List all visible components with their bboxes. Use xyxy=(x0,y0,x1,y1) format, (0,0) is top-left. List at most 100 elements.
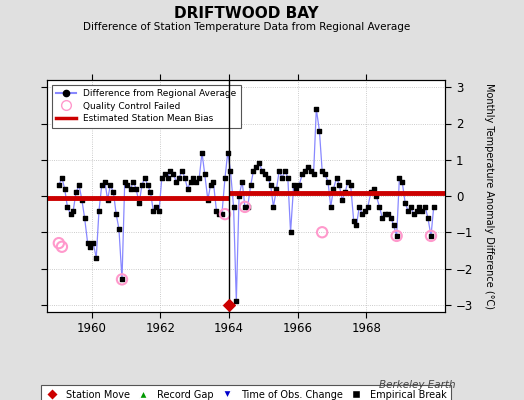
Point xyxy=(187,178,195,185)
Point xyxy=(54,182,63,188)
Point xyxy=(358,211,366,217)
Point xyxy=(255,160,264,166)
Point xyxy=(181,175,189,181)
Point xyxy=(384,211,392,217)
Point xyxy=(315,128,324,134)
Point xyxy=(123,182,132,188)
Point xyxy=(78,196,86,203)
Point xyxy=(121,178,129,185)
Point xyxy=(132,186,140,192)
Point xyxy=(54,240,63,246)
Point xyxy=(244,204,252,210)
Point xyxy=(198,149,206,156)
Point xyxy=(86,244,95,250)
Point xyxy=(183,186,192,192)
Point xyxy=(387,214,395,221)
Point xyxy=(60,186,69,192)
Point xyxy=(155,207,163,214)
Point xyxy=(158,175,166,181)
Point xyxy=(161,171,169,178)
Point xyxy=(80,214,89,221)
Point xyxy=(72,189,80,196)
Point xyxy=(126,186,135,192)
Point xyxy=(272,186,281,192)
Point xyxy=(292,186,301,192)
Point xyxy=(75,182,83,188)
Point xyxy=(92,254,101,261)
Point xyxy=(206,182,215,188)
Point xyxy=(352,222,361,228)
Point xyxy=(83,240,92,246)
Point xyxy=(235,193,243,199)
Text: Difference of Station Temperature Data from Regional Average: Difference of Station Temperature Data f… xyxy=(83,22,410,32)
Point xyxy=(69,207,78,214)
Point xyxy=(269,204,278,210)
Point xyxy=(326,204,335,210)
Point xyxy=(264,175,272,181)
Point xyxy=(427,233,435,239)
Point xyxy=(389,222,398,228)
Point xyxy=(341,189,350,196)
Point xyxy=(135,200,144,206)
Point xyxy=(404,207,412,214)
Point xyxy=(350,218,358,224)
Point xyxy=(97,182,106,188)
Point xyxy=(95,207,103,214)
Point xyxy=(267,182,275,188)
Point xyxy=(275,168,283,174)
Point xyxy=(226,168,235,174)
Text: Berkeley Earth: Berkeley Earth xyxy=(379,380,456,390)
Point xyxy=(281,168,289,174)
Legend: Station Move, Record Gap, Time of Obs. Change, Empirical Break: Station Move, Record Gap, Time of Obs. C… xyxy=(41,385,451,400)
Point xyxy=(309,171,318,178)
Point xyxy=(329,186,337,192)
Point xyxy=(364,204,372,210)
Point xyxy=(247,182,255,188)
Point xyxy=(58,244,66,250)
Point xyxy=(249,168,258,174)
Point xyxy=(221,175,229,181)
Point xyxy=(283,175,292,181)
Point xyxy=(224,149,232,156)
Point xyxy=(63,204,72,210)
Point xyxy=(424,214,432,221)
Point xyxy=(241,204,249,210)
Point xyxy=(392,233,401,239)
Point xyxy=(106,182,115,188)
Point xyxy=(232,298,241,304)
Point xyxy=(169,171,178,178)
Point xyxy=(295,182,303,188)
Point xyxy=(307,168,315,174)
Point xyxy=(58,175,66,181)
Point xyxy=(372,193,380,199)
Point xyxy=(318,229,326,236)
Point xyxy=(252,164,260,170)
Point xyxy=(375,204,384,210)
Point xyxy=(427,233,435,239)
Point xyxy=(225,302,233,308)
Point xyxy=(152,204,160,210)
Point xyxy=(355,204,364,210)
Point xyxy=(410,211,418,217)
Point xyxy=(189,175,198,181)
Point xyxy=(430,204,438,210)
Point xyxy=(303,164,312,170)
Point xyxy=(172,178,180,185)
Point xyxy=(260,171,269,178)
Point xyxy=(215,211,223,217)
Point xyxy=(238,178,246,185)
Point xyxy=(407,204,415,210)
Point xyxy=(289,182,298,188)
Point xyxy=(344,178,352,185)
Point xyxy=(418,207,427,214)
Point xyxy=(166,168,174,174)
Point xyxy=(144,182,152,188)
Point xyxy=(209,178,217,185)
Point xyxy=(421,204,429,210)
Point xyxy=(312,106,321,112)
Point xyxy=(175,175,183,181)
Point xyxy=(112,211,121,217)
Point xyxy=(278,175,286,181)
Point xyxy=(103,196,112,203)
Point xyxy=(149,207,157,214)
